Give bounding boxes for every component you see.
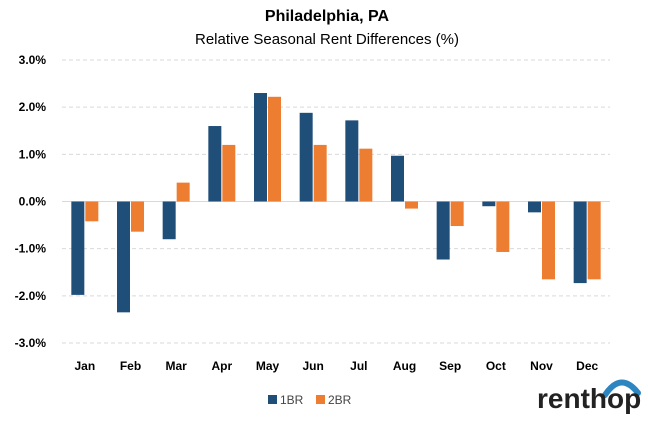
bar-2br-feb: [131, 201, 144, 232]
x-tick-label: May: [256, 359, 280, 373]
logo-roof-arc: [602, 379, 641, 398]
x-tick-label: Jul: [350, 359, 367, 373]
grid-layer: [62, 59, 610, 344]
x-axis: Jan Feb Mar Apr May Jun Jul Aug Sep Oct Nov Dec: [74, 359, 598, 373]
chart-title: Philadelphia, PA: [265, 8, 390, 25]
legend-swatch-2br: [316, 395, 325, 404]
bar-1br-jun: [299, 112, 313, 202]
y-axis: 3.0% 2.0% 1.0% 0.0% -1.0% -2.0% -3.0%: [15, 53, 47, 350]
plot-area: [71, 93, 601, 313]
x-tick-label: Dec: [576, 359, 598, 373]
bar-1br-feb: [117, 201, 130, 313]
bar-1br-may: [254, 93, 267, 202]
bar-2br-dec: [587, 201, 601, 280]
y-tick-label: -1.0%: [15, 242, 47, 256]
bar-2br-aug: [405, 201, 418, 209]
y-tick-label: -2.0%: [15, 289, 47, 303]
bar-2br-nov: [542, 201, 555, 280]
x-tick-label: Apr: [211, 359, 232, 373]
x-tick-label: Nov: [530, 359, 553, 373]
legend-swatch-1br: [268, 395, 277, 404]
x-tick-label: Jan: [74, 359, 95, 373]
bar-1br-mar: [162, 201, 176, 240]
x-tick-label: Feb: [120, 359, 141, 373]
y-tick-label: -3.0%: [15, 336, 47, 350]
bar-2br-jan: [85, 201, 99, 222]
renthop-logo: renthop: [537, 379, 641, 414]
bar-2br-jun: [313, 144, 327, 202]
bar-1br-jan: [71, 201, 85, 295]
y-tick-label: 3.0%: [19, 53, 47, 67]
x-tick-label: Aug: [393, 359, 416, 373]
y-tick-label: 2.0%: [19, 100, 47, 114]
bar-2br-may: [268, 96, 281, 202]
x-tick-label: Sep: [439, 359, 461, 373]
x-tick-label: Mar: [165, 359, 187, 373]
bar-1br-apr: [208, 126, 222, 202]
logo-text: renthop: [537, 383, 641, 414]
x-tick-label: Jun: [302, 359, 323, 373]
y-tick-label: 1.0%: [19, 147, 47, 161]
bar-2br-apr: [222, 144, 236, 202]
legend: 1BR 2BR: [268, 393, 352, 407]
legend-label-2br: 2BR: [328, 393, 352, 407]
y-tick-label: 0.0%: [19, 195, 47, 209]
bar-1br-nov: [528, 201, 541, 213]
bar-2br-jul: [359, 148, 373, 202]
bar-2br-mar: [176, 182, 190, 202]
bar-2br-oct: [496, 201, 510, 252]
bar-2br-sep: [450, 201, 464, 227]
bar-1br-jul: [345, 120, 359, 202]
bar-1br-dec: [573, 201, 587, 284]
chart-subtitle: Relative Seasonal Rent Differences (%): [195, 31, 459, 48]
bar-1br-sep: [436, 201, 450, 260]
bar-1br-oct: [482, 201, 496, 207]
x-tick-label: Oct: [486, 359, 506, 373]
legend-label-1br: 1BR: [280, 393, 304, 407]
bar-1br-aug: [391, 155, 404, 202]
